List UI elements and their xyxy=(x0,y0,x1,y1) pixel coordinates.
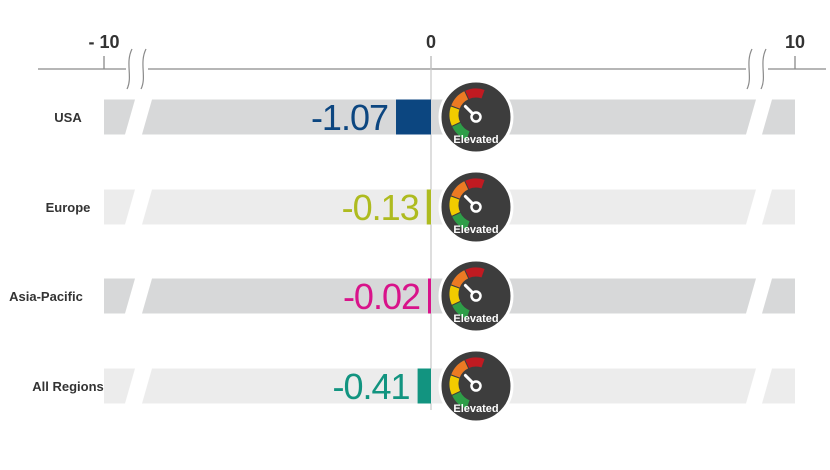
axis-break-mark xyxy=(140,48,147,90)
gauge-label: Elevated xyxy=(453,403,498,415)
bar-track-segment xyxy=(104,368,135,404)
value-label: -0.02 xyxy=(343,276,420,317)
gauge-hub xyxy=(470,380,482,392)
bar-track-segment xyxy=(104,189,135,225)
bar-track-segment xyxy=(104,278,135,314)
gauge-icon: Elevated xyxy=(438,169,514,245)
gauge-label: Elevated xyxy=(453,224,498,236)
gauge-segment xyxy=(463,266,486,280)
bar-track-segment xyxy=(762,368,795,404)
category-label: Asia-Pacific xyxy=(9,289,83,304)
gauge-label: Elevated xyxy=(453,134,498,146)
axis-break-mark xyxy=(746,48,753,90)
bar-track-segment xyxy=(104,99,135,135)
gauge-icon: Elevated xyxy=(438,258,514,334)
bar-track-segment xyxy=(762,99,795,135)
gauge-segment xyxy=(463,87,486,101)
axis-break-mark xyxy=(126,48,133,90)
gauges: Elevated Elevated Elevated Elevated xyxy=(438,79,514,424)
gauge-icon: Elevated xyxy=(438,348,514,424)
value-label: -1.07 xyxy=(311,97,388,138)
x-tick-label: 0 xyxy=(426,32,436,52)
bar-tracks xyxy=(104,99,795,404)
bar-track-segment xyxy=(762,189,795,225)
value-labels: -1.07 -0.13 -0.02 -0.41 xyxy=(311,97,421,407)
gauge-hub xyxy=(470,111,482,123)
gauge-hub xyxy=(470,201,482,213)
x-tick-label: 10 xyxy=(785,32,805,52)
bar xyxy=(426,189,431,225)
gauge-icon: Elevated xyxy=(438,79,514,155)
x-tick-label: - 10 xyxy=(88,32,119,52)
bars xyxy=(396,99,431,404)
bar xyxy=(417,368,431,404)
axis-break-mark xyxy=(760,48,767,90)
bar xyxy=(428,278,431,314)
gauge-segment xyxy=(463,356,486,370)
gauge-segment xyxy=(463,177,486,191)
category-label: USA xyxy=(54,110,82,125)
gauge-hub xyxy=(470,290,482,302)
bar-track-segment xyxy=(762,278,795,314)
value-label: -0.13 xyxy=(342,187,419,228)
bar xyxy=(396,99,431,135)
gauge-label: Elevated xyxy=(453,313,498,325)
value-label: -0.41 xyxy=(333,366,410,407)
category-label: All Regions xyxy=(32,379,104,394)
category-labels: USA Europe Asia-Pacific All Regions xyxy=(9,110,104,394)
category-label: Europe xyxy=(46,200,91,215)
